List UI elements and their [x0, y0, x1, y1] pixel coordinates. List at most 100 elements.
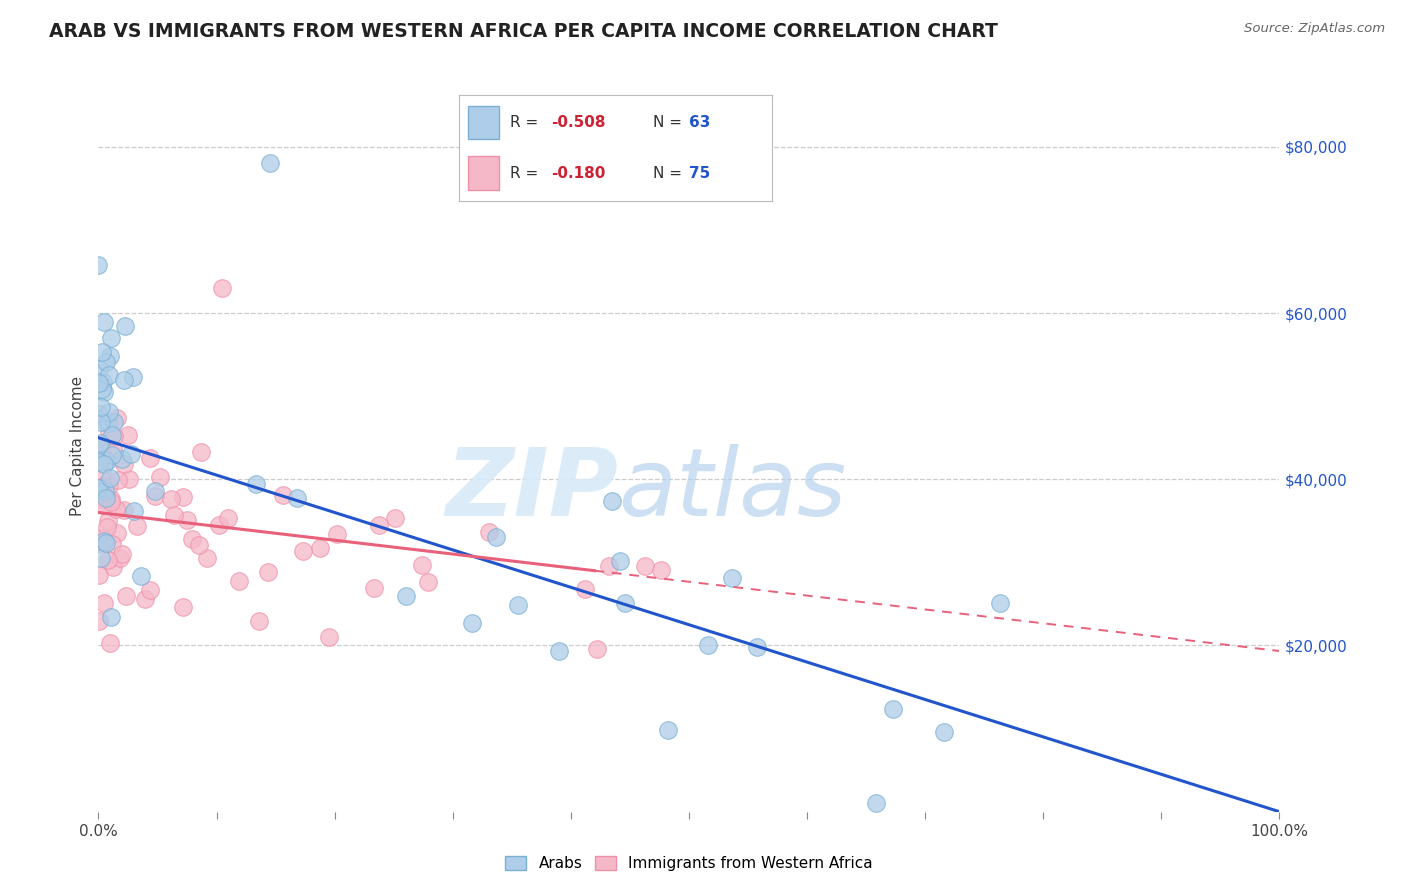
Point — [90, 401, 112, 415]
Point — [988, 596, 1011, 610]
Point — [308, 541, 330, 555]
Point — [586, 642, 609, 657]
Point — [91, 382, 114, 396]
Point — [87, 438, 110, 452]
Point — [460, 616, 482, 631]
Point — [87, 408, 110, 422]
Point — [247, 614, 270, 628]
Point — [94, 354, 117, 368]
Point — [211, 281, 233, 295]
Point — [100, 492, 122, 507]
Point — [90, 551, 112, 566]
Point — [93, 457, 115, 471]
Point — [363, 581, 385, 595]
Point — [162, 508, 184, 522]
Point — [720, 571, 742, 585]
Point — [96, 491, 118, 505]
Point — [90, 447, 112, 461]
Point — [190, 445, 212, 459]
Point — [89, 440, 111, 454]
Point — [257, 565, 280, 579]
Point — [93, 498, 115, 512]
Point — [114, 589, 136, 603]
Point — [934, 725, 956, 739]
Point — [90, 412, 112, 426]
Point — [172, 490, 194, 504]
Point — [90, 465, 112, 479]
Point — [127, 519, 149, 533]
Point — [97, 405, 120, 419]
Text: ARAB VS IMMIGRANTS FROM WESTERN AFRICA PER CAPITA INCOME CORRELATION CHART: ARAB VS IMMIGRANTS FROM WESTERN AFRICA P… — [49, 22, 998, 41]
Y-axis label: Per Capita Income: Per Capita Income — [70, 376, 86, 516]
Point — [87, 481, 110, 495]
Point — [614, 596, 637, 610]
Point — [120, 447, 142, 461]
Point — [384, 511, 406, 525]
Point — [98, 368, 121, 382]
Point — [100, 609, 122, 624]
Point — [696, 638, 718, 652]
Point — [105, 525, 128, 540]
Point — [97, 416, 120, 430]
Point — [89, 436, 111, 450]
Point — [181, 532, 204, 546]
Point — [89, 361, 111, 376]
Point — [117, 427, 139, 442]
Point — [100, 331, 122, 345]
Point — [134, 592, 156, 607]
Point — [633, 558, 655, 573]
Point — [93, 384, 115, 399]
Point — [96, 520, 118, 534]
Point — [87, 614, 110, 628]
Point — [112, 457, 135, 471]
Point — [107, 473, 129, 487]
Point — [101, 537, 124, 551]
Point — [105, 501, 128, 516]
Point — [97, 552, 120, 566]
Point — [114, 318, 136, 333]
Point — [89, 481, 111, 495]
Point — [89, 536, 111, 550]
Point — [485, 530, 508, 544]
Point — [112, 503, 135, 517]
Point — [195, 551, 218, 566]
Point — [98, 425, 121, 439]
Point — [602, 493, 624, 508]
Text: atlas: atlas — [619, 444, 846, 535]
Point — [90, 440, 112, 454]
Point — [98, 349, 121, 363]
Point — [96, 454, 118, 468]
Point — [94, 535, 117, 549]
Point — [90, 482, 112, 496]
Point — [318, 630, 340, 644]
Point — [657, 723, 679, 737]
Point — [367, 518, 389, 533]
Point — [271, 488, 294, 502]
Point — [149, 470, 172, 484]
Text: ZIP: ZIP — [446, 444, 619, 536]
Point — [110, 551, 132, 566]
Point — [90, 415, 112, 429]
Point — [87, 258, 110, 272]
Point — [98, 636, 121, 650]
Point — [93, 315, 115, 329]
Point — [97, 479, 120, 493]
Point — [93, 453, 115, 467]
Point — [100, 428, 122, 442]
Legend: Arabs, Immigrants from Western Africa: Arabs, Immigrants from Western Africa — [499, 849, 879, 877]
Point — [94, 484, 117, 499]
Point — [411, 558, 433, 573]
Point — [89, 449, 111, 463]
Point — [160, 492, 183, 507]
Point — [173, 599, 195, 614]
Point — [139, 583, 162, 598]
Point — [506, 599, 529, 613]
Text: Source: ZipAtlas.com: Source: ZipAtlas.com — [1244, 22, 1385, 36]
Point — [882, 702, 904, 716]
Point — [89, 568, 111, 582]
Point — [112, 373, 135, 387]
Point — [87, 374, 110, 388]
Point — [122, 370, 145, 384]
Point — [103, 415, 125, 429]
Point — [87, 455, 110, 469]
